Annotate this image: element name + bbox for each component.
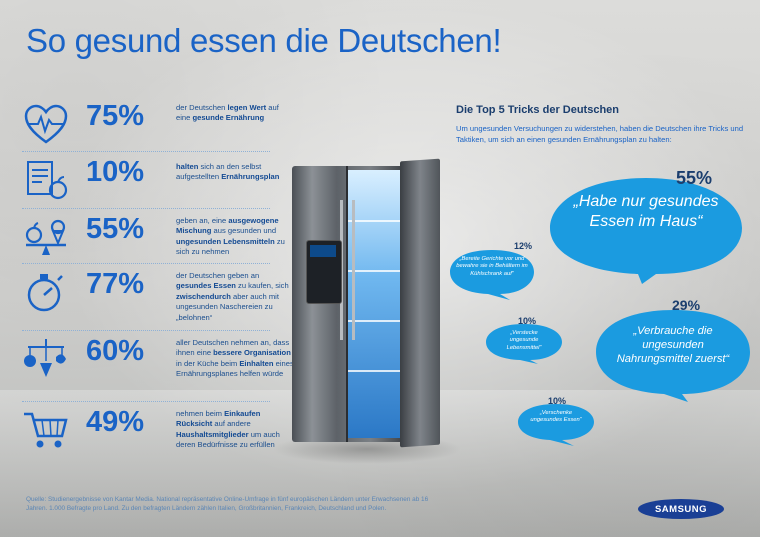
- stopwatch-icon: [22, 270, 70, 314]
- source-note: Quelle: Studienergebnisse von Kantar Med…: [26, 496, 429, 512]
- dotted-divider: [22, 330, 270, 331]
- dotted-divider: [22, 401, 270, 402]
- dotted-divider: [22, 151, 270, 152]
- stat-text: aller Deutschen nehmen an, dass ihnen ei…: [176, 338, 294, 379]
- page-title: So gesund essen die Deutschen!: [26, 22, 502, 59]
- balance-apple-icecream-icon: [22, 215, 70, 259]
- speech-bubble: „Bereite Gerichte vor und bewahre sie in…: [448, 248, 536, 300]
- fridge-illustration: [272, 158, 462, 464]
- speech-bubble-large: „Habe nur gesundes Essen im Haus“: [546, 174, 746, 284]
- stat-percentage: 77%: [86, 268, 145, 300]
- stat-text: geben an, eine ausgewogene Mischung aus …: [176, 216, 285, 257]
- trick-percentage: 10%: [518, 316, 537, 326]
- stat-row: 55% geben an, eine ausgewogene Mischung …: [22, 208, 285, 265]
- stat-row: 49% nehmen beim Einkaufen Rücksicht auf …: [22, 401, 282, 458]
- trick-percentage: 29%: [672, 297, 701, 313]
- stat-row: 75% der Deutschen legen Wert auf eine ge…: [22, 100, 282, 152]
- stat-text: halten sich an den selbst aufgestellten …: [176, 162, 280, 182]
- stat-row: 10% halten sich an den selbst aufgestell…: [22, 151, 282, 208]
- samsung-logo: SAMSUNG: [638, 499, 724, 519]
- stat-percentage: 60%: [86, 335, 145, 367]
- trick-percentage: 55%: [676, 168, 713, 188]
- trick-percentage: 12%: [514, 241, 533, 251]
- speech-bubble-medium: „Verbrauche die ungesunden Nahrungsmitte…: [592, 306, 754, 402]
- dotted-divider: [22, 208, 270, 209]
- stat-percentage: 10%: [86, 156, 145, 188]
- stat-percentage: 55%: [86, 213, 145, 245]
- stat-text: nehmen beim Einkaufen Rücksicht auf ande…: [176, 409, 280, 450]
- heart-pulse-icon: [22, 102, 70, 146]
- stat-text: der Deutschen geben an gesundes Essen zu…: [176, 271, 289, 322]
- stat-row: 60% aller Deutschen nehmen an, dass ihne…: [22, 330, 294, 387]
- dotted-divider: [22, 263, 270, 264]
- trick-percentage: 10%: [548, 396, 567, 406]
- tricks-intro: Um ungesunden Versuchungen zu widerstehe…: [456, 124, 744, 144]
- stat-percentage: 49%: [86, 406, 145, 438]
- speech-bubble: „Verschenke ungesundes Essen“: [516, 402, 596, 446]
- shopping-cart-icon: [22, 408, 70, 452]
- stat-text: der Deutschen legen Wert auf eine gesund…: [176, 103, 279, 123]
- tricks-heading: Die Top 5 Tricks der Deutschen: [456, 104, 620, 116]
- stat-percentage: 75%: [86, 100, 145, 132]
- speech-bubble: „Verstecke ungesunde Lebensmittel“: [484, 322, 564, 364]
- food-mobile-icon: [22, 337, 70, 381]
- checklist-apple-icon: [22, 158, 70, 202]
- stat-row: 77% der Deutschen geben an gesundes Esse…: [22, 263, 289, 322]
